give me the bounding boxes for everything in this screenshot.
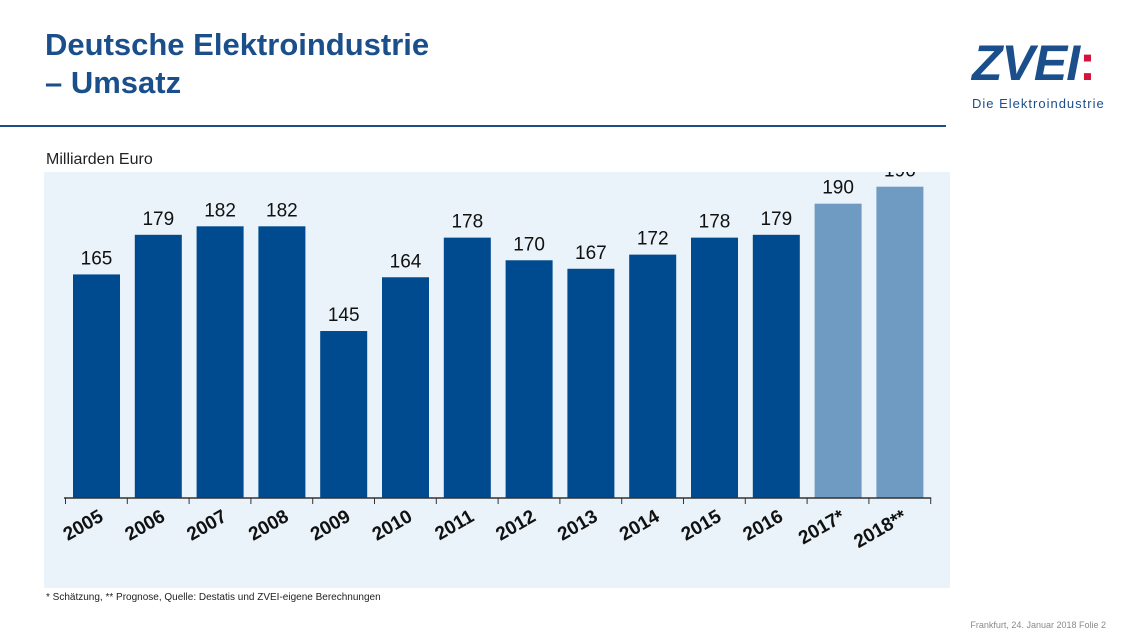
data-label-2010: 164: [390, 251, 422, 272]
logo-tagline: Die Elektroindustrie: [972, 96, 1105, 111]
x-tick-label-2010: 2010: [369, 506, 416, 545]
logo-mark-text: ZVEI: [972, 35, 1080, 91]
x-tick-label-2009: 2009: [307, 506, 354, 545]
x-tick-label-2007: 2007: [183, 506, 230, 545]
source-footnote: * Schätzung, ** Prognose, Quelle: Destat…: [46, 592, 381, 603]
x-tick-label-2017*: 2017*: [795, 506, 849, 549]
page-title-line-2: – Umsatz: [45, 65, 182, 100]
bar-2006: [134, 234, 182, 498]
bar-2013: [567, 268, 615, 498]
data-label-2007: 182: [204, 200, 236, 221]
data-label-2012: 170: [513, 234, 545, 255]
data-label-2008: 182: [266, 200, 298, 221]
bar-2010: [382, 277, 429, 498]
bar-2015: [691, 237, 738, 498]
logo-colon: :: [1079, 35, 1096, 91]
x-tick-label-2013: 2013: [554, 506, 601, 545]
data-label-2005: 165: [81, 248, 113, 269]
x-tick-label-2018**: 2018**: [850, 506, 910, 553]
data-label-2011: 178: [451, 212, 483, 233]
bar-2014: [629, 254, 677, 498]
slide-footer: Frankfurt, 24. Januar 2018 Folie 2: [970, 620, 1106, 630]
bar-2016: [752, 234, 800, 498]
x-tick-label-2011: 2011: [432, 506, 479, 545]
data-label-2013: 167: [575, 243, 607, 264]
bar-2005: [73, 274, 120, 498]
logo-mark: ZVEI:: [972, 38, 1126, 88]
y-axis-unit-label: Milliarden Euro: [46, 151, 153, 168]
data-label-2016: 179: [760, 209, 792, 230]
x-tick-label-2005: 2005: [60, 506, 107, 546]
data-label-2009: 145: [328, 305, 360, 326]
data-label-2017*: 190: [822, 178, 854, 199]
x-tick-label-2015: 2015: [678, 506, 725, 546]
data-label-2006: 179: [142, 209, 174, 230]
page-title-line-1: Deutsche Elektroindustrie: [45, 27, 430, 62]
data-label-2015: 178: [699, 212, 731, 233]
chart-area: 165 2005 179 2006 182 2007 182 2008 145 2009 164 20…: [44, 172, 950, 588]
x-tick-label-2006: 2006: [122, 506, 169, 545]
x-tick-label-2012: 2012: [492, 506, 539, 545]
bar-2008: [258, 226, 306, 498]
bar-2017*: [814, 203, 862, 498]
bar-2018**: [876, 186, 924, 498]
bar-2012: [505, 260, 553, 498]
zvei-logo: ZVEI: Die Elektroindustrie: [966, 38, 1126, 118]
bar-2007: [196, 226, 244, 498]
x-tick-label-2014: 2014: [616, 506, 663, 546]
page-title: Deutsche Elektroindustrie – Umsatz: [45, 26, 429, 102]
bar-2011: [443, 237, 491, 498]
x-tick-label-2016: 2016: [740, 506, 787, 545]
bar-chart: 165 2005 179 2006 182 2007 182 2008 145 2009 164 20…: [60, 172, 932, 553]
data-label-2014: 172: [637, 229, 669, 250]
title-divider: [0, 125, 946, 127]
data-label-2018**: 196: [884, 172, 916, 182]
x-tick-label-2008: 2008: [245, 506, 292, 545]
bar-2009: [320, 331, 368, 498]
